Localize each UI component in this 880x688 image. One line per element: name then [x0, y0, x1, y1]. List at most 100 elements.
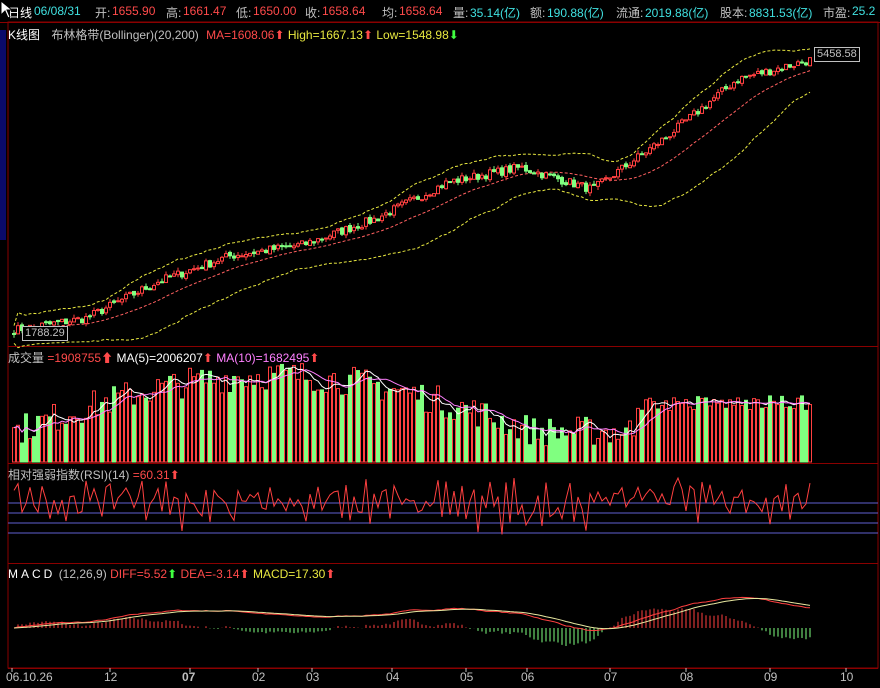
candle-body: [172, 273, 176, 277]
volume-bar: [484, 403, 488, 463]
x-axis-label: 10: [840, 670, 854, 684]
candle-body: [596, 180, 600, 187]
macd-diff: DIFF=5.52: [110, 567, 168, 581]
candle-body: [328, 235, 332, 240]
volume-bar: [444, 417, 448, 463]
volume-bar: [748, 408, 752, 463]
macd-title-row: MACD (12,26,9) DIFF=5.52⬆ DEA=-3.14⬆ MAC…: [8, 567, 335, 581]
candle-body: [464, 176, 468, 182]
candle-body: [448, 181, 452, 184]
volume-bar: [284, 369, 288, 463]
candle-body: [468, 178, 472, 181]
volume-bar: [136, 396, 140, 463]
mouse-cursor-icon: [0, 0, 14, 19]
candle-body: [376, 218, 380, 222]
candle-body: [560, 176, 564, 185]
candle-body: [684, 119, 688, 122]
volume-bar: [540, 427, 544, 463]
volume-bar: [552, 427, 556, 463]
volume-bar: [532, 418, 536, 463]
volume-bar: [592, 444, 596, 463]
candle-body: [752, 74, 756, 77]
candle-body: [548, 173, 552, 176]
candle-body: [772, 70, 776, 76]
close-label: 收:: [305, 6, 321, 20]
volume-bar: [332, 373, 336, 463]
candle-body: [184, 273, 188, 279]
volume-bar: [496, 427, 500, 463]
candle-body: [676, 122, 680, 133]
volume-bar: [616, 438, 620, 463]
volume-bar: [476, 426, 480, 463]
candle-body: [296, 243, 300, 247]
volume-ma5: MA(5)=2006207: [116, 351, 203, 365]
volume-bar: [448, 412, 452, 463]
candle-body: [104, 307, 108, 314]
candle-body: [700, 106, 704, 114]
candle-body: [564, 182, 568, 186]
candle-body: [516, 164, 520, 168]
volume-bar: [200, 369, 204, 463]
volume-bar: [636, 407, 640, 463]
volume-bar: [644, 399, 648, 463]
volume-bar: [460, 401, 464, 463]
x-axis-ticks: [11, 668, 847, 672]
volume-bar: [188, 367, 192, 463]
volume-bar: [236, 376, 240, 463]
volume-bar: [508, 429, 512, 463]
volume-bar: [456, 407, 460, 463]
avg-value: 1658.64: [399, 4, 443, 18]
volume-bar: [56, 429, 60, 463]
volume-bar: [732, 404, 736, 463]
volume-bar: [288, 367, 292, 463]
volume-bar: [72, 416, 76, 463]
candle-body: [268, 245, 272, 255]
volume-bar: [32, 436, 36, 463]
up-arrow-icon: ⬆: [274, 28, 285, 42]
candle-body: [288, 245, 292, 248]
volume-bar: [680, 402, 684, 463]
candle-body: [540, 172, 544, 179]
candle-body: [96, 308, 100, 311]
candle-body: [604, 177, 608, 180]
x-axis-label: 12: [104, 670, 118, 684]
volume-bar: [664, 400, 668, 463]
candle-body: [60, 318, 64, 323]
volume-bar: [720, 399, 724, 463]
volume-bar: [328, 375, 332, 463]
candle-body: [660, 137, 664, 146]
high-label: 高:: [166, 6, 182, 20]
candle-body: [384, 212, 388, 216]
candle-body: [340, 227, 344, 235]
candle-body: [264, 249, 268, 254]
candle-body: [432, 193, 436, 197]
volume-bar: [84, 417, 88, 463]
candle-body: [204, 260, 208, 271]
volume-bar: [300, 363, 304, 463]
candle-body: [452, 178, 456, 183]
volume-bar: [112, 386, 116, 463]
candle-body: [500, 167, 504, 176]
volume-bar: [192, 376, 196, 463]
candle-body: [492, 169, 496, 172]
macd-value: MACD=17.30: [252, 567, 326, 581]
candle-body: [76, 317, 80, 320]
candle-body: [640, 153, 644, 156]
volume-bar: [396, 389, 400, 463]
volume-bar: [88, 405, 92, 463]
candle-body: [272, 245, 276, 250]
price-max-label: 5458.58: [814, 47, 860, 62]
candle-body: [324, 237, 328, 240]
candle-body: [176, 270, 180, 276]
up-arrow-icon: ⬆: [169, 468, 180, 482]
candle-body: [52, 321, 56, 326]
volume-value: =1908755: [47, 351, 102, 365]
low-label: 低:: [236, 6, 252, 20]
volume-bar: [220, 392, 224, 463]
volume-bar: [760, 407, 764, 463]
volume-bar: [124, 382, 128, 463]
candle-body: [744, 75, 748, 78]
volume-bar: [800, 395, 804, 463]
candle-body: [644, 152, 648, 156]
